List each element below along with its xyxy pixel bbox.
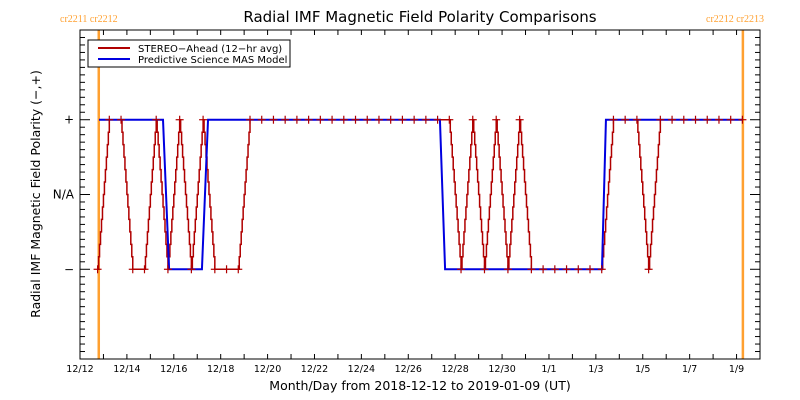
stereo-data-point (339, 115, 348, 124)
stereo-data-point (374, 115, 383, 124)
stereo-data-point (644, 265, 653, 274)
plot-area (93, 30, 747, 359)
stereo-data-point (363, 115, 372, 124)
y-tick-label: + (64, 113, 74, 127)
x-tick-label: 12/20 (254, 364, 281, 375)
mas-model-series-line (98, 118, 743, 271)
stereo-data-point (269, 115, 278, 124)
x-tick-label: 1/1 (541, 364, 556, 375)
legend: STEREO−Ahead (12−hr avg) Predictive Scie… (87, 39, 291, 68)
stereo-data-point (703, 115, 712, 124)
stereo-data-point (105, 115, 114, 124)
stereo-series-line (97, 118, 743, 271)
y-axis: + N/A − (53, 36, 760, 353)
cr-label-right: cr2212 cr2213 (706, 14, 764, 25)
x-tick-label: 12/12 (66, 364, 93, 375)
stereo-data-point (234, 265, 243, 274)
stereo-data-point (632, 115, 641, 124)
x-tick-label: 1/9 (729, 364, 744, 375)
stereo-data-point (433, 115, 442, 124)
stereo-data-point (539, 265, 548, 274)
x-axis: 12/12 12/14 12/16 12/18 12/20 12/22 12/24 12/26… (66, 30, 744, 375)
stereo-data-point (398, 115, 407, 124)
stereo-data-point (128, 265, 137, 274)
x-tick-label: 1/5 (635, 364, 650, 375)
stereo-data-point (210, 265, 219, 274)
y-tick-label: N/A (53, 188, 75, 202)
stereo-data-point (316, 115, 325, 124)
stereo-data-point (421, 115, 430, 124)
stereo-data-point (656, 115, 665, 124)
stereo-data-point (410, 115, 419, 124)
stereo-data-point (726, 115, 735, 124)
stereo-data-point (281, 115, 290, 124)
stereo-data-point (163, 265, 172, 274)
x-tick-label: 12/16 (160, 364, 187, 375)
stereo-data-point (503, 265, 512, 274)
x-tick-label: 12/26 (395, 364, 422, 375)
stereo-data-point (292, 115, 301, 124)
stereo-data-point (457, 265, 466, 274)
stereo-data-point (691, 115, 700, 124)
stereo-data-point (468, 115, 477, 124)
stereo-data-point (304, 115, 313, 124)
stereo-data-point (609, 115, 618, 124)
stereo-data-point (527, 265, 536, 274)
x-tick-label: 12/30 (488, 364, 515, 375)
stereo-data-point (574, 265, 583, 274)
stereo-data-point (480, 265, 489, 274)
stereo-data-point (351, 115, 360, 124)
stereo-data-point (187, 265, 196, 274)
stereo-data-point (597, 265, 606, 274)
legend-label-stereo: STEREO−Ahead (12−hr avg) (138, 44, 282, 55)
stereo-data-point (117, 115, 126, 124)
stereo-data-point (515, 115, 524, 124)
chart-title: Radial IMF Magnetic Field Polarity Compa… (243, 8, 596, 26)
stereo-data-point (199, 115, 208, 124)
x-tick-label: 1/3 (588, 364, 603, 375)
stereo-data-point (246, 115, 254, 124)
plot-frame (79, 29, 761, 360)
stereo-data-point (386, 115, 395, 124)
stereo-data-point (714, 115, 723, 124)
x-axis-title: Month/Day from 2018-12-12 to 2019-01-09 … (269, 378, 570, 393)
y-tick-label: − (64, 262, 74, 276)
x-tick-label: 12/28 (441, 364, 468, 375)
stereo-data-point (679, 115, 688, 124)
legend-label-mas: Predictive Science MAS Model (138, 55, 287, 66)
stereo-data-point (621, 115, 630, 124)
y-axis-title: Radial IMF Magnetic Field Polarity (−,+) (28, 70, 43, 318)
x-tick-label: 12/24 (348, 364, 375, 375)
stereo-data-point (738, 115, 747, 124)
stereo-data-point (140, 265, 149, 274)
stereo-data-point (175, 115, 184, 124)
stereo-data-point (152, 115, 161, 124)
stereo-data-point (445, 115, 454, 124)
x-tick-label: 1/7 (682, 364, 697, 375)
x-tick-label: 12/14 (113, 364, 140, 375)
stereo-data-point (668, 115, 677, 124)
cr-label-left: cr2211 cr2212 (60, 14, 118, 25)
x-tick-label: 12/18 (207, 364, 234, 375)
stereo-data-point (562, 265, 571, 274)
stereo-data-point (222, 265, 231, 274)
legend-box (87, 39, 291, 68)
stereo-data-point (328, 115, 337, 124)
stereo-data-point (586, 265, 594, 274)
stereo-data-point (492, 115, 501, 124)
x-tick-label: 12/22 (301, 364, 328, 375)
stereo-data-point (93, 265, 102, 274)
stereo-data-point (257, 115, 266, 124)
stereo-data-point (550, 265, 559, 274)
